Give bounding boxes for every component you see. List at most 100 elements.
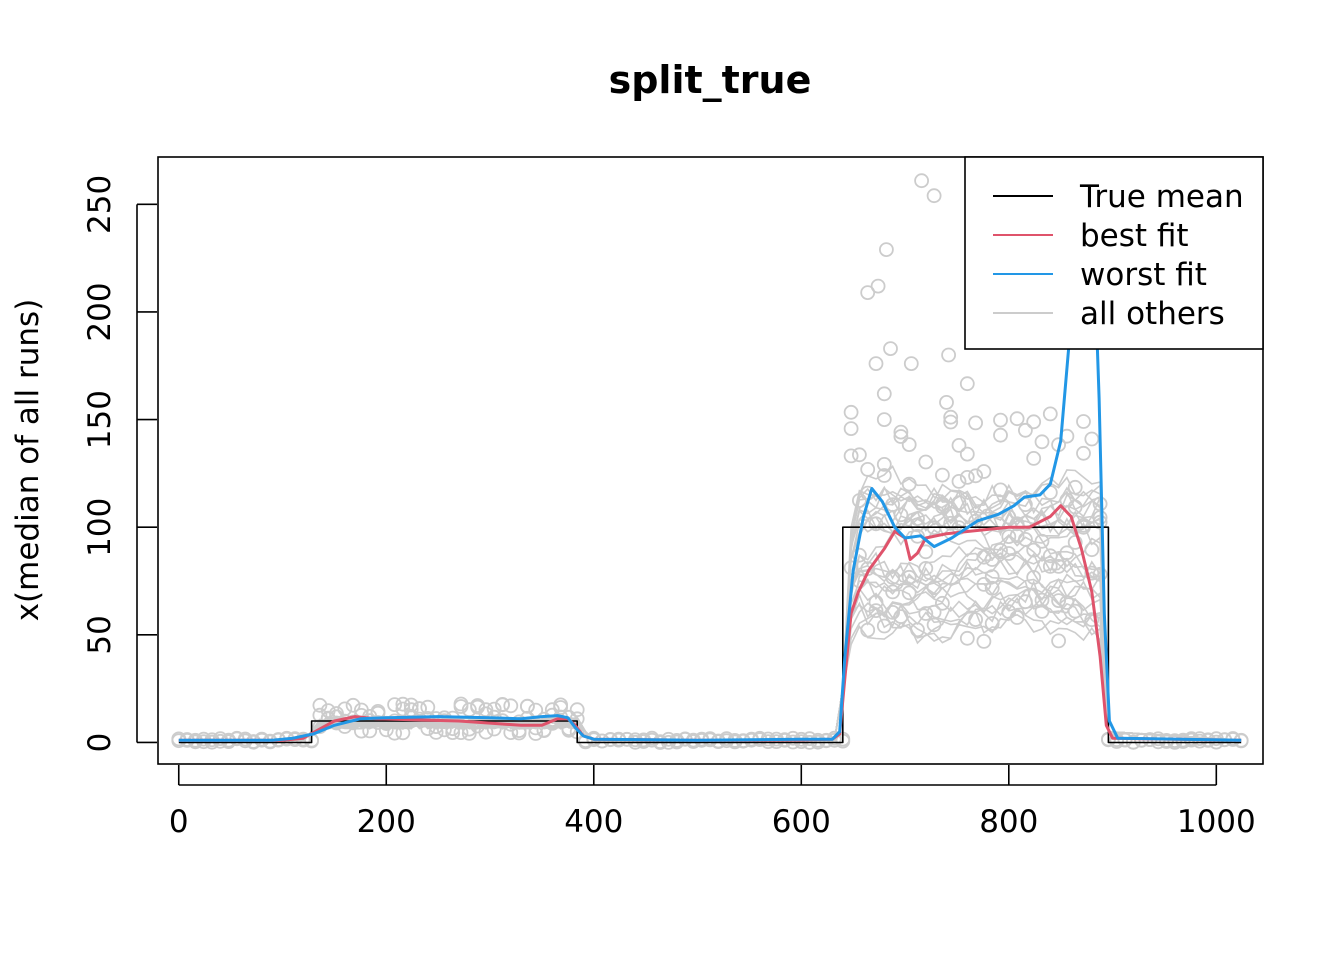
run-point: [843, 421, 859, 437]
run-point: [968, 415, 983, 431]
run-point: [387, 697, 403, 712]
run-point: [428, 725, 444, 740]
run-point: [1051, 633, 1066, 649]
run-point: [511, 714, 527, 730]
run-point: [993, 542, 1008, 558]
run-point: [951, 495, 967, 511]
run-point: [1026, 570, 1042, 585]
run-point: [1001, 529, 1017, 544]
run-point: [461, 726, 477, 741]
run-point: [445, 725, 461, 740]
run-point: [993, 427, 1008, 443]
y-tick-label: 100: [82, 498, 118, 557]
run-point: [914, 173, 929, 189]
run-point: [959, 446, 975, 462]
run-point: [1034, 592, 1050, 608]
run-point: [486, 701, 502, 717]
true-mean-line: [178, 526, 1242, 744]
run-point: [1018, 532, 1033, 547]
others-curve: [178, 552, 1242, 742]
run-point: [976, 577, 992, 592]
run-point: [885, 584, 900, 600]
run-point: [879, 242, 894, 258]
run-point: [520, 698, 535, 714]
run-point: [968, 612, 983, 627]
run-point: [1084, 431, 1100, 447]
run-point: [1009, 528, 1025, 544]
run-point: [876, 618, 892, 634]
run-point: [951, 437, 967, 453]
run-point: [478, 724, 494, 740]
run-point: [312, 697, 328, 713]
run-point: [926, 580, 942, 596]
run-point: [1067, 535, 1083, 550]
run-point: [1051, 593, 1066, 608]
run-point: [943, 414, 959, 430]
run-point: [984, 616, 1000, 631]
run-point: [1084, 565, 1100, 581]
run-point: [976, 464, 992, 479]
run-point: [353, 723, 369, 739]
run-point: [495, 697, 510, 713]
y-tick-label: 50: [82, 615, 118, 654]
run-point: [1042, 406, 1058, 422]
run-point: [943, 409, 959, 425]
others-points: [171, 173, 1249, 750]
run-point: [951, 473, 967, 489]
run-point: [1001, 546, 1017, 561]
run-point: [1042, 548, 1058, 564]
run-point: [345, 697, 361, 713]
run-point: [918, 561, 934, 576]
run-point: [852, 447, 867, 463]
run-point: [1059, 545, 1075, 561]
run-point: [370, 715, 386, 730]
run-point: [528, 726, 544, 741]
run-point: [901, 437, 917, 453]
run-point: [395, 725, 411, 741]
run-point: [959, 376, 975, 392]
y-tick-label: 150: [82, 390, 118, 449]
run-point: [1034, 434, 1050, 450]
run-point: [876, 412, 892, 428]
run-point: [503, 698, 519, 714]
run-point: [941, 347, 956, 363]
legend-label: worst fit: [1080, 257, 1207, 293]
run-point: [852, 547, 867, 563]
run-point: [852, 493, 867, 508]
run-point: [885, 605, 900, 620]
run-point: [984, 580, 1000, 596]
y-tick-label: 250: [82, 175, 118, 234]
run-point: [578, 733, 593, 748]
run-point: [926, 617, 942, 633]
run-point: [1034, 533, 1050, 549]
run-point: [1018, 594, 1033, 610]
run-point: [868, 603, 884, 618]
run-point: [212, 731, 228, 747]
others-curve: [178, 560, 1242, 742]
run-point: [943, 506, 959, 522]
legend-label: True mean: [1079, 179, 1244, 215]
run-point: [918, 606, 934, 621]
run-point: [1225, 731, 1241, 746]
x-tick-label: 200: [357, 804, 416, 840]
run-point: [1159, 734, 1174, 749]
run-point: [420, 699, 436, 715]
legend-box: [964, 156, 1264, 350]
run-point: [910, 517, 925, 533]
run-point: [976, 634, 992, 649]
run-point: [959, 630, 975, 646]
run-point: [868, 356, 884, 372]
run-point: [1042, 559, 1058, 574]
run-point: [935, 595, 950, 611]
run-point: [860, 622, 876, 638]
run-point: [362, 723, 378, 739]
run-point: [903, 356, 919, 372]
run-point: [893, 609, 909, 624]
x-tick-label: 600: [772, 804, 831, 840]
run-point: [420, 721, 436, 736]
run-point: [453, 725, 469, 740]
run-point: [918, 454, 934, 470]
run-point: [901, 476, 917, 492]
run-point: [1076, 414, 1091, 429]
